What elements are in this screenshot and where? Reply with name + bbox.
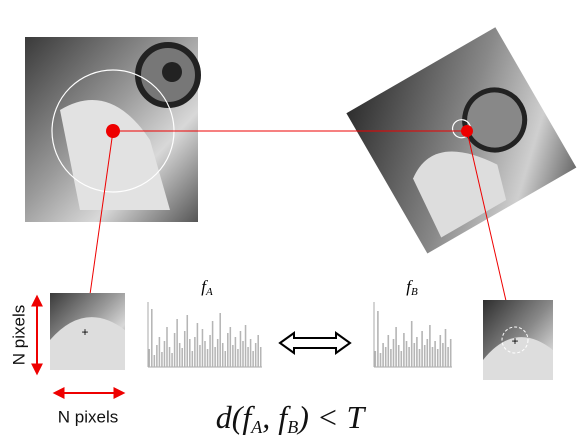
histogram-bar (237, 349, 239, 367)
patch-b: + (483, 300, 553, 380)
histogram-bar (375, 351, 377, 367)
histogram-bar (260, 347, 262, 367)
histogram-bar (156, 345, 158, 367)
formula: d(fA, fB) < T (216, 399, 367, 437)
n-pixels-label: N pixels (9, 305, 28, 365)
histogram-bar (247, 347, 249, 367)
histogram-bar (403, 333, 405, 367)
histogram-bar (429, 325, 431, 367)
histogram-bar (192, 351, 194, 367)
histogram-bar (432, 347, 434, 367)
histogram-bar (252, 351, 254, 367)
histogram-bar (217, 339, 219, 367)
histogram-bar (199, 345, 201, 367)
keypoint-a (106, 124, 120, 138)
histogram-bar (154, 355, 156, 367)
histogram-bar (380, 353, 382, 367)
histogram-bar (230, 327, 232, 367)
histogram-bar (447, 347, 449, 367)
histogram-bar (207, 349, 209, 367)
histogram-bar (440, 335, 442, 367)
histogram-bar (421, 331, 423, 367)
histogram-bar (437, 349, 439, 367)
histogram-bar (250, 339, 252, 367)
histogram-bar (245, 325, 247, 367)
histogram-bar (242, 341, 244, 367)
equivalence-arrow (280, 333, 350, 353)
histogram-bar (149, 349, 151, 367)
histogram-bar (406, 341, 408, 367)
histogram-bar (176, 319, 178, 367)
histogram-bar (166, 327, 168, 367)
histogram-bar (450, 339, 452, 367)
histogram-bar (204, 341, 206, 367)
patch-a: + (50, 293, 125, 370)
histogram-bar (227, 333, 229, 367)
histogram-bar (235, 337, 237, 367)
histogram-bar (424, 345, 426, 367)
histogram-bar (257, 335, 259, 367)
histogram-bar (174, 333, 176, 367)
histogram-bar (416, 337, 418, 367)
diagram: + + N pixels N pixels fA fB d(fA, fB) < … (0, 0, 582, 442)
histogram-bar (398, 345, 400, 367)
histogram-bar (408, 347, 410, 367)
histogram-bar (179, 343, 181, 367)
histogram-bar (181, 348, 183, 367)
histogram-bar (388, 335, 390, 367)
histogram-bar (222, 343, 224, 367)
histogram-bar (225, 351, 227, 367)
histogram-bar (390, 349, 392, 367)
histogram-bar (240, 331, 242, 367)
histogram-bar (411, 321, 413, 367)
histogram-bar (187, 315, 189, 367)
histogram-bar (209, 335, 211, 367)
histogram-bar (401, 351, 403, 367)
histogram-bar (395, 327, 397, 367)
histogram-bar (232, 345, 234, 367)
descriptor-label: fB (406, 277, 418, 298)
histogram-bar (414, 343, 416, 367)
histogram-bar (255, 343, 257, 367)
histogram-bar (169, 347, 171, 367)
histogram-bar (445, 329, 447, 367)
histogram-bar (382, 343, 384, 367)
histogram-bar (194, 337, 196, 367)
histogram-bar (385, 347, 387, 367)
histogram-bar (219, 313, 221, 367)
histogram-bar (377, 311, 379, 367)
histogram-bar (214, 347, 216, 367)
image-b (346, 27, 576, 253)
histogram-bar (197, 323, 199, 367)
histogram-bar (393, 339, 395, 367)
svg-text:+: + (81, 325, 88, 339)
histogram-bar (161, 352, 163, 367)
histogram-bar (419, 349, 421, 367)
histogram-bar (189, 339, 191, 367)
keypoint-b (461, 125, 473, 137)
histogram-bar (427, 339, 429, 367)
histogram-bar (184, 331, 186, 367)
histogram-bar (159, 337, 161, 367)
histogram-bar (434, 341, 436, 367)
n-pixels-label: N pixels (58, 407, 118, 426)
histogram-bar (212, 321, 214, 367)
histogram-bar (164, 341, 166, 367)
svg-text:+: + (511, 334, 518, 348)
histogram-bar (171, 353, 173, 367)
descriptor-label: fA (201, 277, 213, 298)
histogram-bar (442, 343, 444, 367)
histogram-bar (151, 309, 153, 367)
histogram-bar (202, 329, 204, 367)
